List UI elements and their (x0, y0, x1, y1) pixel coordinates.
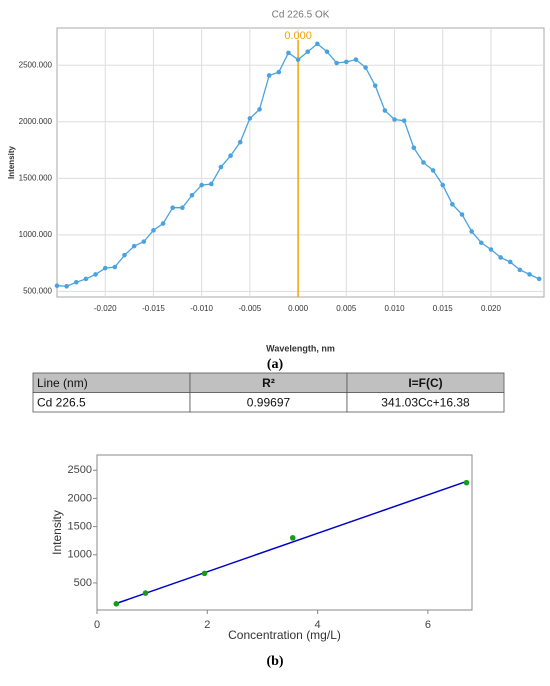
data-point (113, 601, 120, 607)
data-point (498, 255, 503, 260)
data-point (392, 117, 397, 122)
x-axis-label: Concentration (mg/L) (228, 628, 341, 642)
data-point (289, 535, 296, 541)
marker-label: 0.000 (284, 30, 312, 42)
data-point (363, 65, 368, 70)
fit-line (114, 480, 468, 605)
x-tick-label: 0.005 (336, 304, 357, 313)
data-point (517, 267, 523, 273)
data-point (430, 168, 436, 173)
data-point (237, 139, 243, 145)
data-point (421, 160, 426, 165)
data-point (440, 182, 446, 188)
data-point (208, 181, 214, 187)
table-cell-text: 341.03Cc+16.38 (381, 395, 470, 409)
data-point (536, 276, 542, 282)
data-point (102, 265, 108, 271)
data-point (83, 276, 89, 282)
y-tick-label: 2000 (68, 492, 92, 504)
data-point (411, 145, 417, 151)
table-header-text: I=F(C) (408, 376, 442, 390)
y-tick-label: 2500 (68, 464, 92, 476)
y-tick-label: 2000.000 (19, 117, 53, 126)
data-point (201, 570, 208, 577)
data-point (286, 50, 291, 56)
data-point (160, 221, 166, 226)
data-point (488, 247, 494, 252)
x-tick-label: 0.015 (433, 304, 454, 313)
data-point (93, 272, 98, 277)
data-point (218, 164, 224, 170)
chart-title: Cd 226.5 OK (272, 10, 330, 21)
x-tick-label: 0.000 (288, 304, 309, 313)
data-point (131, 243, 137, 249)
data-point (64, 283, 69, 289)
data-point (228, 153, 233, 159)
x-tick-label: 0 (94, 619, 100, 631)
data-point (266, 73, 272, 78)
data-point (257, 107, 262, 112)
x-tick-label: 4 (315, 619, 321, 631)
y-axis-label: Intensity (7, 146, 16, 179)
x-tick-label: 6 (425, 619, 431, 631)
caption: (b) (266, 654, 283, 669)
data-point (170, 205, 176, 211)
table-header-text: Line (nm) (37, 376, 88, 390)
data-point (122, 252, 127, 258)
table-cell (346, 392, 505, 413)
y-tick-label: 500 (74, 577, 92, 589)
data-point (479, 240, 484, 246)
x-tick-label: 0.020 (481, 304, 502, 313)
data-point (189, 192, 195, 198)
data-point (142, 590, 149, 596)
data-point (527, 272, 532, 277)
data-point (199, 182, 204, 188)
data-point (372, 83, 378, 88)
y-tick-label: 1500 (68, 520, 92, 532)
x-tick-label: 0.010 (385, 304, 406, 313)
data-point (324, 49, 330, 55)
data-point (401, 118, 407, 123)
plot-area (56, 27, 545, 298)
data-point (180, 205, 185, 211)
data-point (450, 202, 455, 207)
table-header-text: R² (262, 376, 275, 390)
data-point (353, 57, 359, 62)
data-point (463, 479, 470, 486)
data-point (141, 239, 147, 244)
data-point (305, 49, 311, 55)
y-tick-label: 1000.000 (19, 230, 53, 239)
table-cell-text: 0.99697 (247, 395, 291, 409)
data-point (112, 264, 118, 270)
x-tick-label: -0.020 (94, 304, 117, 313)
data-point (151, 228, 156, 233)
data-point (315, 41, 320, 47)
data-point (344, 59, 349, 65)
data-point (295, 57, 301, 62)
data-point (73, 280, 79, 285)
y-tick-label: 500.000 (23, 286, 52, 295)
x-axis-label: Wavelength, nm (266, 343, 335, 353)
data-point (469, 229, 474, 234)
x-tick-label: -0.010 (190, 304, 213, 313)
data-point (382, 108, 388, 113)
data-point (334, 60, 339, 66)
data-point (507, 259, 513, 265)
y-tick-label: 1500.000 (19, 173, 53, 182)
data-point (459, 212, 465, 217)
x-tick-label: 2 (204, 619, 210, 631)
caption: (a) (267, 357, 284, 372)
data-point (276, 69, 282, 75)
table-cell-text: Cd 226.5 (37, 395, 86, 409)
x-tick-label: -0.005 (239, 304, 262, 313)
plot-area (96, 454, 473, 611)
y-axis-label: Intensity (50, 510, 64, 555)
x-tick-label: -0.015 (142, 304, 165, 313)
data-point (247, 116, 253, 121)
data-point (54, 283, 60, 288)
y-tick-label: 1000 (68, 549, 92, 561)
y-tick-label: 2500.000 (19, 60, 53, 69)
